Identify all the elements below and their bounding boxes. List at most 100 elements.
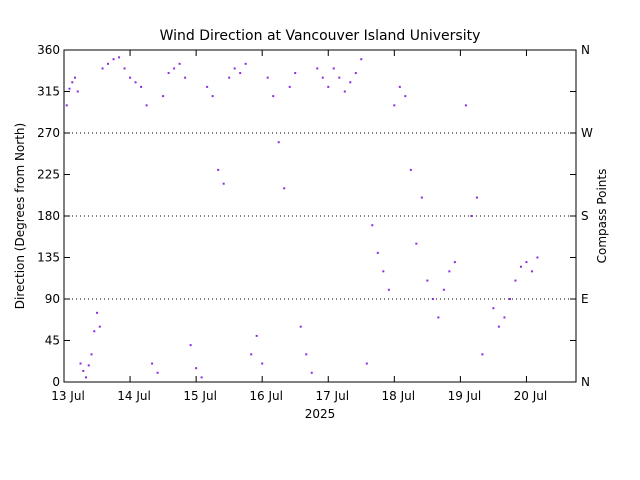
data-point: [360, 58, 363, 61]
data-point: [200, 376, 203, 379]
data-points: [65, 56, 539, 379]
data-point: [475, 196, 478, 199]
y-axis-label: Direction (Degrees from North): [13, 123, 27, 309]
data-point: [470, 215, 473, 217]
data-point: [272, 95, 275, 98]
chart-title: Wind Direction at Vancouver Island Unive…: [160, 28, 481, 44]
data-point: [393, 104, 396, 107]
x-axis-label: 2025: [305, 407, 336, 421]
data-point: [431, 298, 434, 300]
data-point: [382, 270, 385, 273]
data-point: [398, 85, 401, 88]
data-point: [376, 251, 379, 254]
y-tick-label: 180: [37, 209, 60, 223]
data-point: [508, 298, 511, 300]
data-point: [206, 85, 209, 88]
data-point: [244, 62, 247, 65]
data-point: [266, 76, 269, 79]
data-point: [464, 104, 467, 107]
x-tick-label: 17 Jul: [315, 389, 349, 403]
data-point: [195, 367, 198, 370]
y2-axis-label: Compass Points: [595, 169, 609, 264]
data-point: [255, 334, 258, 337]
data-point: [167, 72, 170, 75]
data-point: [112, 58, 115, 61]
data-point: [173, 67, 176, 70]
x-tick-label: 18 Jul: [382, 389, 416, 403]
data-point: [277, 141, 280, 144]
data-point: [98, 325, 101, 328]
y-tick-label: 315: [37, 85, 60, 99]
compass-point-label: E: [581, 292, 589, 306]
data-point: [420, 196, 423, 199]
y-tick-label: 0: [52, 375, 60, 389]
data-point: [233, 67, 236, 70]
data-point: [145, 104, 148, 107]
data-point: [222, 182, 225, 185]
x-tick-label: 14 Jul: [117, 389, 151, 403]
data-point: [492, 307, 495, 310]
data-point: [162, 95, 165, 98]
x-tick-label: 20 Jul: [514, 389, 548, 403]
data-point: [525, 261, 528, 264]
data-point: [87, 364, 90, 367]
x-tick-label: 15 Jul: [183, 389, 217, 403]
data-point: [156, 371, 159, 374]
data-point: [497, 325, 500, 328]
reference-lines: [64, 132, 576, 300]
data-point: [151, 362, 154, 365]
data-point: [437, 316, 440, 319]
data-point: [481, 353, 484, 356]
data-point: [134, 81, 137, 84]
data-point: [321, 76, 324, 79]
data-point: [283, 187, 286, 190]
data-point: [332, 67, 335, 70]
data-point: [68, 87, 71, 90]
data-point: [129, 76, 132, 79]
data-point: [140, 85, 143, 88]
data-point: [76, 90, 79, 93]
data-point: [184, 76, 187, 79]
data-point: [107, 62, 110, 65]
data-point: [261, 362, 264, 365]
data-point: [448, 270, 451, 273]
data-point: [404, 95, 407, 98]
data-point: [409, 168, 412, 171]
y-axis-ticks: 0 45 90 135 180 225 270 315 360: [37, 43, 576, 389]
data-point: [514, 279, 517, 282]
data-point: [354, 72, 357, 75]
data-point: [101, 67, 104, 70]
data-point: [90, 353, 93, 356]
data-point: [536, 256, 539, 259]
data-point: [65, 104, 68, 107]
data-point: [228, 76, 231, 79]
x-tick-label: 19 Jul: [448, 389, 482, 403]
x-tick-label: 16 Jul: [249, 389, 283, 403]
data-point: [294, 72, 297, 75]
compass-axis: N E S W N: [581, 43, 593, 389]
data-point: [453, 261, 456, 264]
data-point: [519, 265, 522, 268]
data-point: [387, 288, 390, 291]
data-point: [343, 90, 346, 93]
data-point: [365, 362, 368, 365]
data-point: [310, 371, 313, 374]
data-point: [371, 224, 374, 227]
compass-point-label: W: [581, 126, 593, 140]
data-point: [82, 369, 85, 372]
data-point: [442, 288, 445, 291]
data-point: [74, 76, 77, 79]
data-point: [71, 81, 74, 84]
data-point: [123, 67, 126, 70]
data-point: [85, 376, 88, 379]
y-tick-label: 45: [45, 334, 60, 348]
data-point: [426, 279, 429, 282]
y-tick-label: 135: [37, 251, 60, 265]
data-point: [118, 56, 121, 59]
data-point: [93, 330, 96, 333]
x-axis-ticks: 13 Jul 14 Jul 15 Jul 16 Jul 17 Jul 18 Jul 19 J…: [51, 50, 547, 403]
y-tick-label: 90: [45, 292, 60, 306]
data-point: [299, 325, 302, 328]
data-point: [327, 85, 330, 88]
